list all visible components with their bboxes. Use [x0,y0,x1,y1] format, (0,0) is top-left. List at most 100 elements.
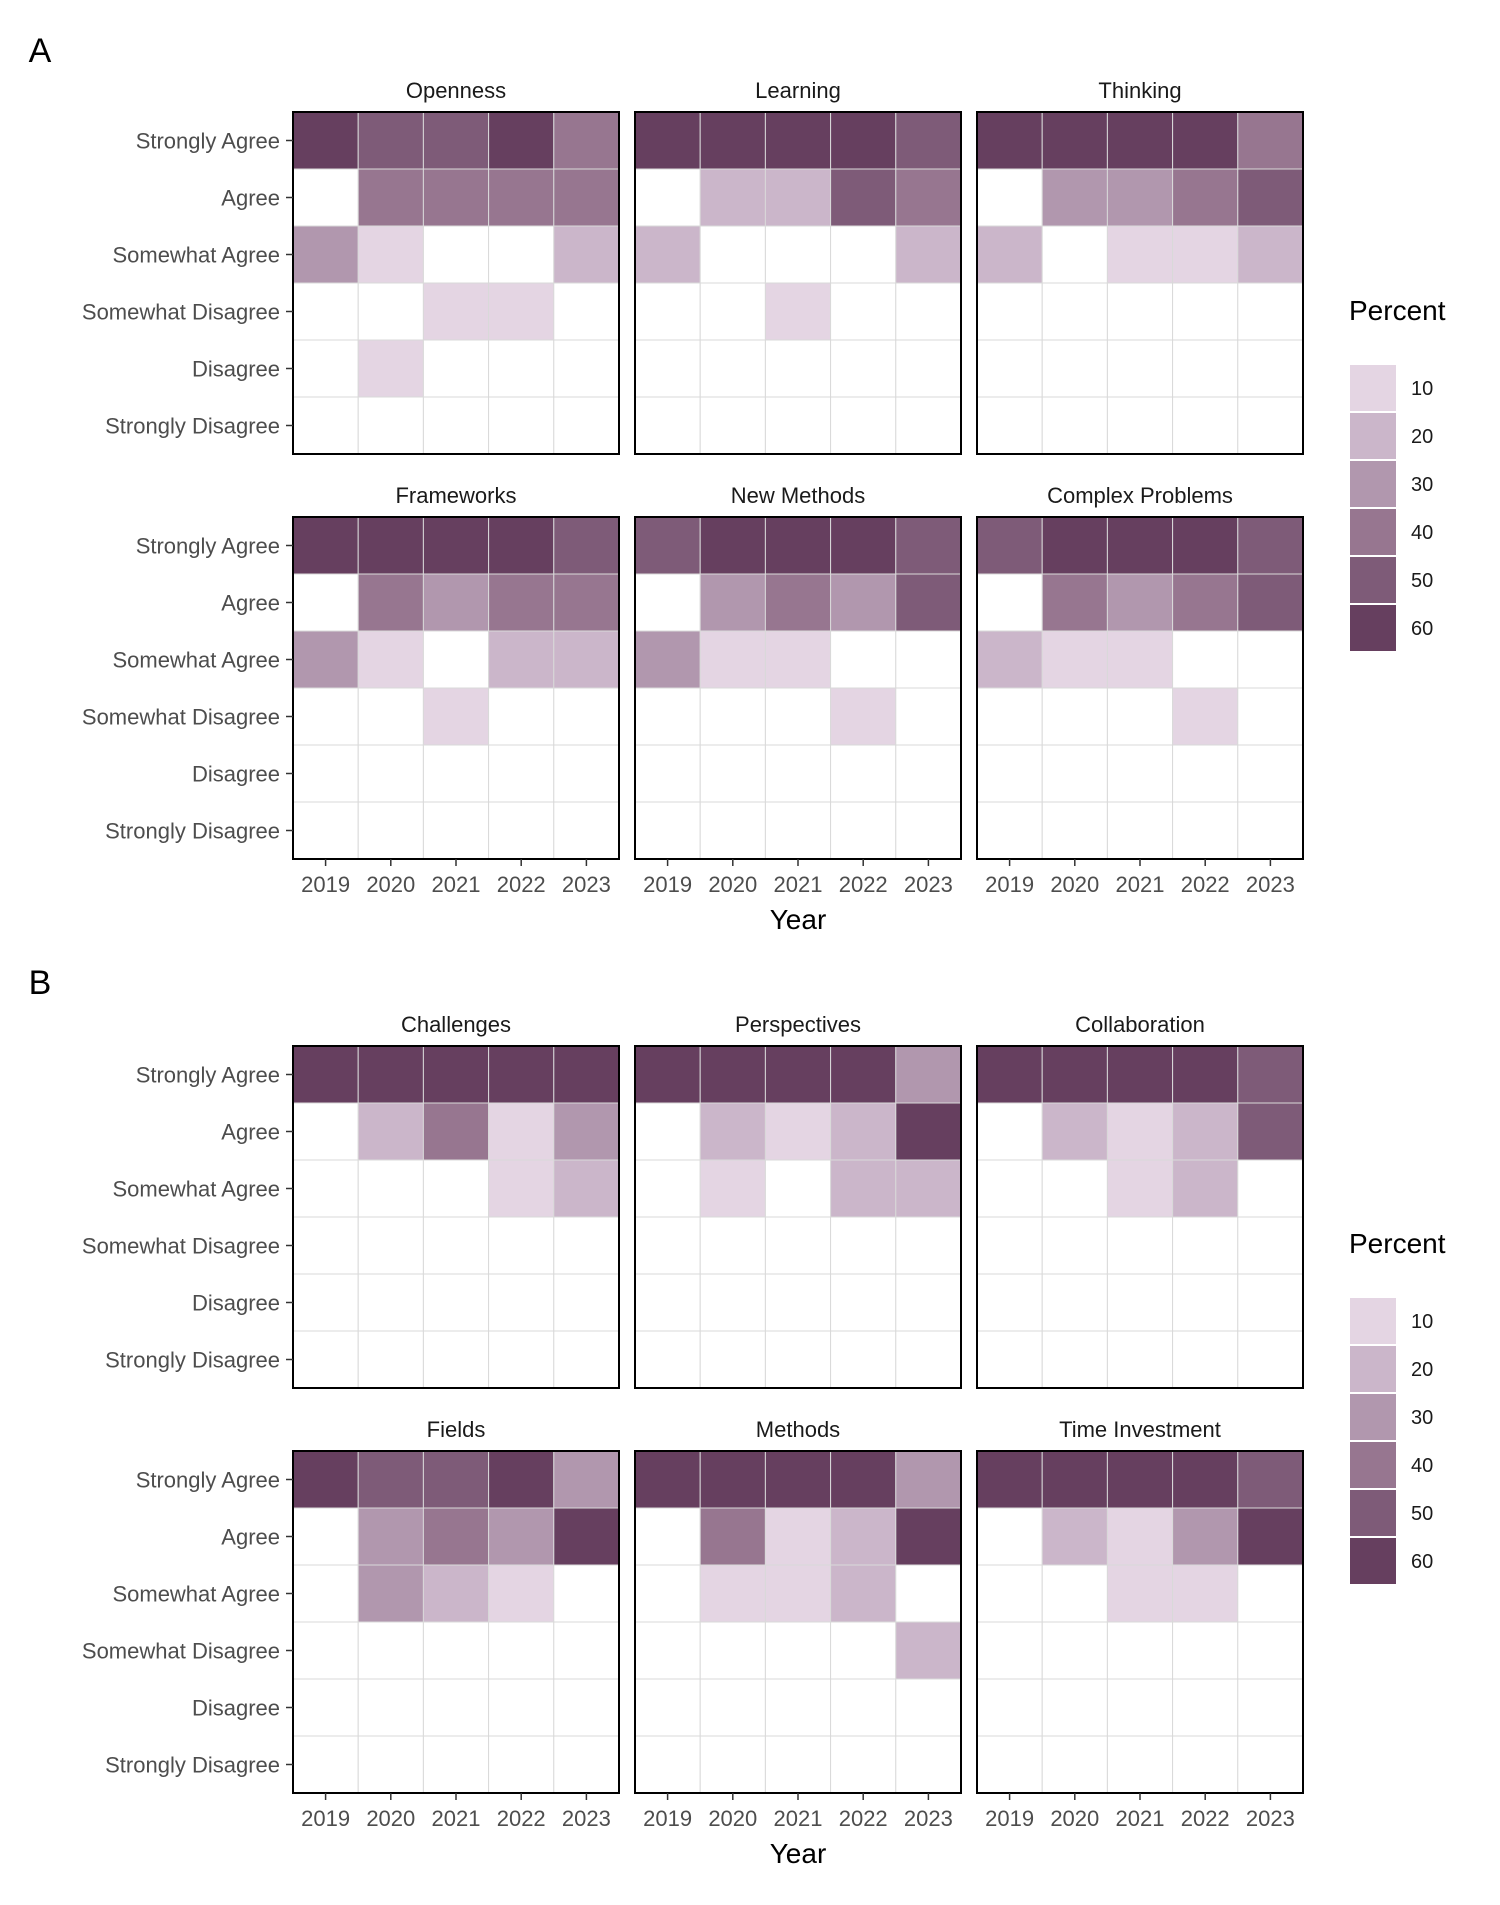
heatmap-cell [895,111,962,170]
heatmap-cell [292,687,359,746]
heatmap-cell [553,573,620,632]
heatmap-cell [1237,801,1304,860]
heatmap-cell [357,630,424,689]
heatmap-cell [764,1507,832,1566]
heatmap-cell [699,339,766,398]
heatmap-cell [1106,516,1174,575]
facet-title: Openness [406,78,506,103]
x-tick-label: 2021 [774,1806,823,1831]
heatmap-cell [764,168,832,227]
heatmap-cell [1237,111,1304,170]
heatmap-cell [422,1621,490,1680]
heatmap-cell [699,1735,766,1794]
y-tick-label: Strongly Agree [136,1063,280,1088]
heatmap-cell [1106,1735,1174,1794]
heatmap-cell [699,687,766,746]
heatmap-cell [357,687,424,746]
heatmap-cell [422,1450,490,1509]
heatmap-cell [830,687,897,746]
heatmap-cell [764,1450,832,1509]
legend-label: 40 [1411,522,1433,544]
y-tick-label: Agree [221,591,280,616]
heatmap-cell [488,516,555,575]
heatmap-cell [1041,1273,1108,1332]
panel-border [634,1045,962,1389]
heatmap-cell [764,1678,832,1737]
heatmap-cell [895,339,962,398]
heatmap-cell [634,1450,701,1509]
legend-swatch [1348,411,1398,461]
heatmap-cell [553,1273,620,1332]
heatmap-cell [1237,339,1304,398]
heatmap-cell [895,516,962,575]
heatmap-cell [764,1159,832,1218]
heatmap-cell [553,396,620,455]
heatmap-cell [976,1678,1043,1737]
heatmap-cell [976,168,1043,227]
panel-border [292,111,620,455]
heatmap-cell [976,396,1043,455]
heatmap-cell [422,1159,490,1218]
legend-swatch [1348,1392,1398,1442]
panel-border [976,111,1304,455]
heatmap-cell [895,1102,962,1161]
heatmap-cell [1237,516,1304,575]
x-tick-label: 2020 [708,1806,757,1831]
heatmap-cell [1106,282,1174,341]
heatmap-cell [895,687,962,746]
heatmap-cell [1041,573,1108,632]
heatmap-cell [634,339,701,398]
legend-label: 30 [1411,1407,1433,1429]
x-tick-label: 2020 [366,1806,415,1831]
y-tick-label: Somewhat Disagree [82,705,280,730]
x-tick-label: 2023 [1246,1806,1295,1831]
heatmap-cell [830,396,897,455]
heatmap-cell [553,1450,620,1509]
heatmap-cell [422,630,490,689]
y-tick-label: Strongly Agree [136,1468,280,1493]
x-tick-label: 2021 [1116,872,1165,897]
heatmap-cell [830,1045,897,1104]
legend-swatch [1348,507,1398,557]
heatmap-cell [1172,1450,1239,1509]
legend-swatch [1348,1440,1398,1490]
heatmap-cell [357,1678,424,1737]
heatmap-cell [292,1216,359,1275]
heatmap-cell [1106,1273,1174,1332]
heatmap-cell [1237,396,1304,455]
heatmap-cell [553,1735,620,1794]
heatmap-cell [488,1564,555,1623]
heatmap-cell [1237,630,1304,689]
heatmap-cell [976,1216,1043,1275]
heatmap-cell [895,1507,962,1566]
heatmap-cell [764,1735,832,1794]
legend-swatch [1348,603,1398,653]
heatmap-cell [488,111,555,170]
x-tick-label: 2022 [839,1806,888,1831]
heatmap-cell [699,1678,766,1737]
heatmap-cell [764,1564,832,1623]
heatmap-cell [895,801,962,860]
heatmap-cell [830,1330,897,1389]
heatmap-cell [357,1564,424,1623]
heatmap-cell [1106,1450,1174,1509]
x-tick-label: 2019 [643,872,692,897]
heatmap-cell [1172,801,1239,860]
heatmap-cell [976,1273,1043,1332]
heatmap-cell [553,1330,620,1389]
legend-label: 50 [1411,570,1433,592]
heatmap-cell [976,1450,1043,1509]
x-tick-label: 2019 [985,1806,1034,1831]
heatmap-cell [976,1330,1043,1389]
heatmap-cell [1041,168,1108,227]
heatmap-cell [1237,168,1304,227]
heatmap-cell [634,801,701,860]
heatmap-cell [634,1102,701,1161]
heatmap-cell [1172,1678,1239,1737]
heatmap-cell [488,1507,555,1566]
heatmap-cell [292,168,359,227]
heatmap-cell [488,1045,555,1104]
y-tick-label: Somewhat Disagree [82,300,280,325]
heatmap-cell [976,516,1043,575]
y-tick-label: Strongly Disagree [105,1348,280,1373]
